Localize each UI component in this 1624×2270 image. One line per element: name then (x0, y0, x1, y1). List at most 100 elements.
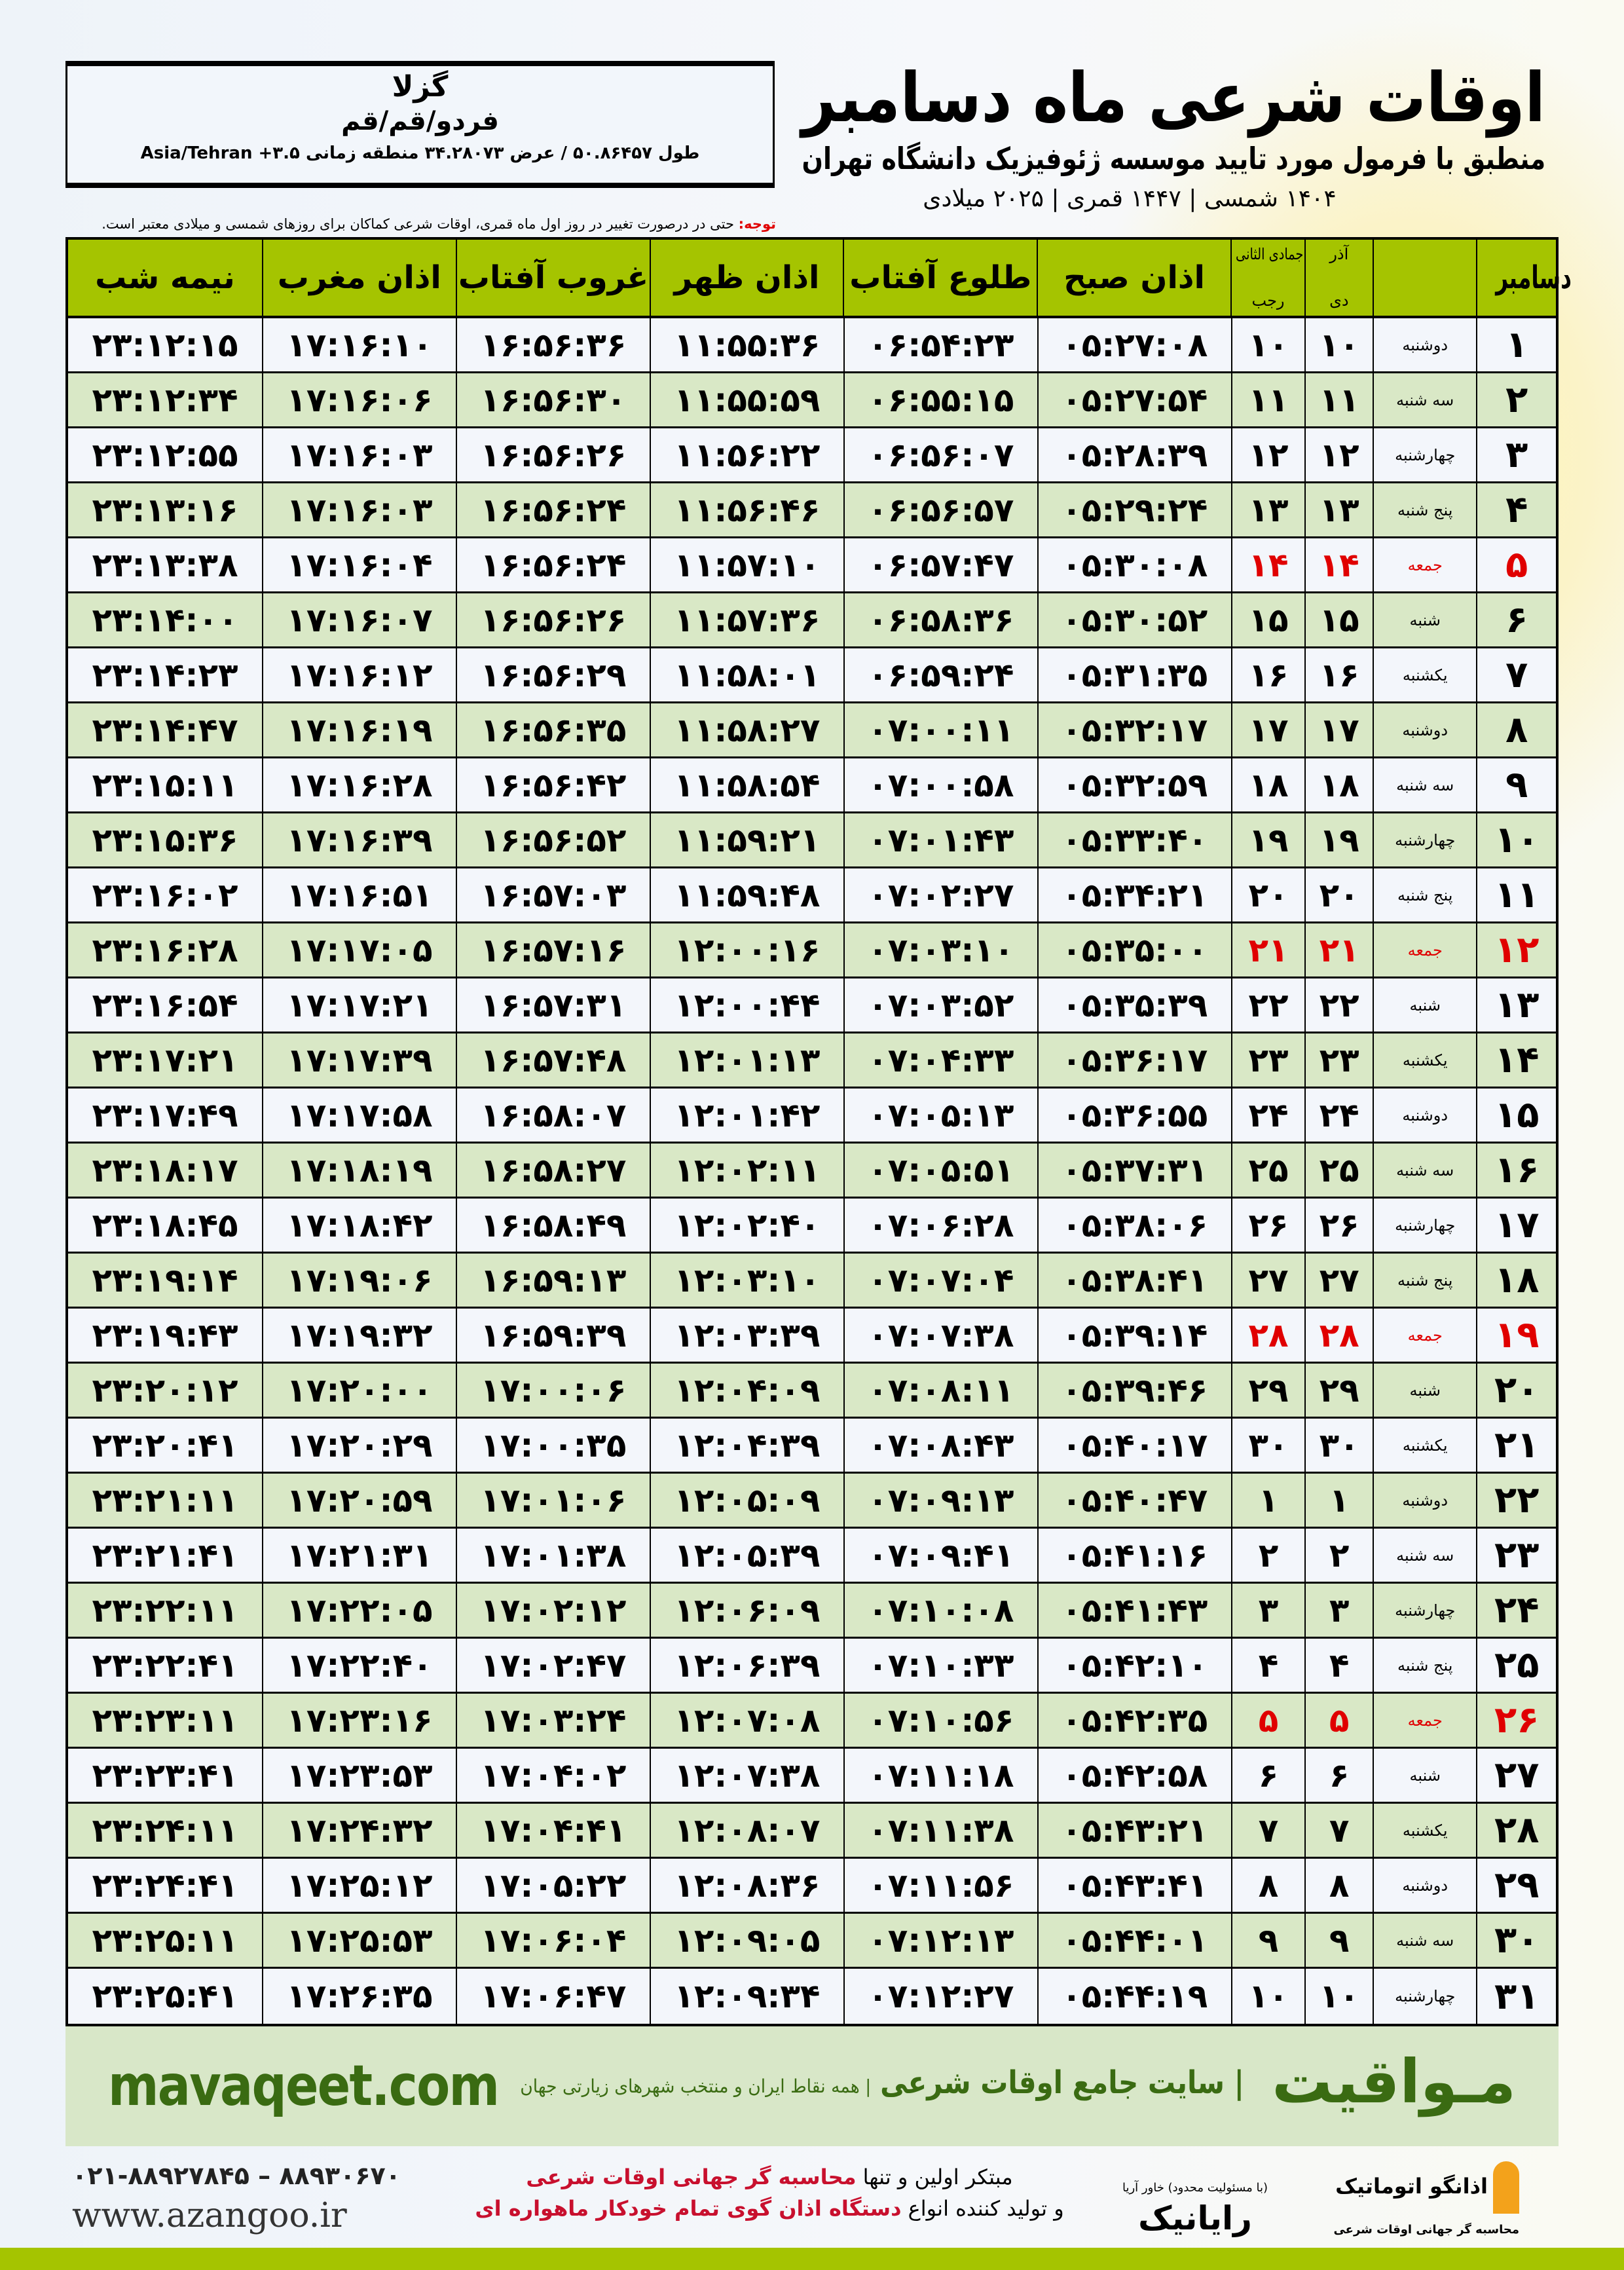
sunrise-time: ۰۷:۰۹:۴۱ (843, 1529, 1037, 1582)
dhuhr-time: ۱۲:۰۲:۱۱ (649, 1144, 843, 1197)
weekday: پنج شنبه (1372, 483, 1476, 536)
weekday: دوشنبه (1372, 318, 1476, 371)
lunar-day: ۱۲ (1230, 428, 1305, 481)
solar-day: ۲۳ (1304, 1033, 1373, 1087)
sunrise-time: ۰۷:۰۸:۱۱ (843, 1364, 1037, 1417)
solar-day: ۱۵ (1304, 593, 1373, 646)
fajr-time: ۰۵:۴۴:۱۹ (1037, 1969, 1231, 2024)
mavaqeet-link[interactable]: mavaqeet.com (108, 2053, 500, 2119)
day-number: ۲۵ (1476, 1639, 1556, 1692)
table-row: ۲۱ یکشنبه ۳۰ ۳۰ ۰۵:۴۰:۱۷ ۰۷:۰۸:۴۳ ۱۲:۰۴:۳۹ ۱۷:۰… (68, 1419, 1556, 1474)
weekday: سه شنبه (1372, 1144, 1476, 1197)
day-number: ۱۰ (1476, 813, 1556, 866)
table-row: ۱۲ جمعه ۲۱ ۲۱ ۰۵:۳۵:۰۰ ۰۷:۰۳:۱۰ ۱۲:۰۰:۱۶ ۱۶:۵۷:… (68, 923, 1556, 978)
lunar-day: ۱۶ (1230, 648, 1305, 701)
sunrise-time: ۰۷:۰۸:۴۳ (843, 1419, 1037, 1472)
fajr-time: ۰۵:۳۸:۰۶ (1037, 1199, 1231, 1252)
weekday: جمعه (1372, 923, 1476, 977)
bottom-bar (0, 2248, 1624, 2270)
maghrib-time: ۱۷:۱۸:۱۹ (261, 1144, 456, 1197)
lunar-day: ۵ (1230, 1694, 1305, 1747)
midnight-time: ۲۳:۲۲:۴۱ (92, 1646, 238, 1684)
midnight-time: ۲۳:۱۴:۲۳ (92, 656, 238, 694)
day-number: ۱۵ (1476, 1088, 1556, 1142)
fajr-time: ۰۵:۲۷:۰۸ (1037, 318, 1231, 371)
midnight-time: ۲۳:۲۳:۴۱ (92, 1756, 238, 1795)
sunset-time: ۱۷:۰۲:۴۷ (455, 1639, 650, 1692)
maghrib-time: ۱۷:۲۳:۵۳ (261, 1749, 456, 1802)
lunar-day: ۲۰ (1230, 868, 1305, 921)
fajr-time: ۰۵:۲۸:۳۹ (1037, 428, 1231, 481)
header-sunset: غروب آفتاب (458, 259, 649, 296)
midnight-time: ۲۳:۲۴:۴۱ (92, 1866, 238, 1905)
solar-day: ۳ (1304, 1584, 1373, 1637)
weekday: دوشنبه (1372, 1088, 1476, 1142)
sunrise-time: ۰۶:۵۶:۰۷ (843, 428, 1037, 481)
solar-day: ۵ (1304, 1694, 1373, 1747)
header-maghrib: اذان مغرب (277, 259, 441, 296)
sunset-time: ۱۶:۵۷:۱۶ (455, 923, 650, 977)
page-title: اوقات شرعی ماه دسامبر (802, 58, 1545, 138)
lunar-day: ۸ (1230, 1859, 1305, 1912)
midnight-time: ۲۳:۱۸:۱۷ (92, 1151, 238, 1189)
maghrib-time: ۱۷:۲۶:۳۵ (261, 1969, 456, 2024)
lunar-day: ۱۳ (1230, 483, 1305, 536)
weekday: شنبه (1372, 1364, 1476, 1417)
weekday: سه شنبه (1372, 1529, 1476, 1582)
sunset-time: ۱۷:۰۰:۰۶ (455, 1364, 650, 1417)
table-row: ۳۱ چهارشنبه ۱۰ ۱۰ ۰۵:۴۴:۱۹ ۰۷:۱۲:۲۷ ۱۲:۰۹:۳۴ ۱۷… (68, 1969, 1556, 2024)
dhuhr-time: ۱۱:۵۸:۵۴ (649, 758, 843, 811)
day-number: ۷ (1476, 648, 1556, 701)
day-number: ۲ (1476, 373, 1556, 426)
solar-day: ۲۴ (1304, 1088, 1373, 1142)
weekday: چهارشنبه (1372, 428, 1476, 481)
table-row: ۲۶ جمعه ۵ ۵ ۰۵:۴۲:۳۵ ۰۷:۱۰:۵۶ ۱۲:۰۷:۰۸ ۱۷:۰۳:۲۴… (68, 1694, 1556, 1749)
slogan-line-2-highlight: دستگاه اذان گوی تمام خودکار ماهواره ای (475, 2196, 902, 2221)
sunrise-time: ۰۷:۱۰:۳۳ (843, 1639, 1037, 1692)
sunrise-time: ۰۷:۰۰:۱۱ (843, 703, 1037, 756)
midnight-time: ۲۳:۲۰:۴۱ (92, 1426, 238, 1464)
dhuhr-time: ۱۲:۰۱:۴۲ (649, 1088, 843, 1142)
table-row: ۶ شنبه ۱۵ ۱۵ ۰۵:۳۰:۵۲ ۰۶:۵۸:۳۶ ۱۱:۵۷:۳۶ ۱۶:۵۶:۲… (68, 593, 1556, 648)
midnight-time: ۲۳:۱۶:۰۲ (92, 876, 238, 914)
day-number: ۲۳ (1476, 1529, 1556, 1582)
dhuhr-time: ۱۲:۰۵:۰۹ (649, 1474, 843, 1527)
weekday: یکشنبه (1372, 1033, 1476, 1087)
maghrib-time: ۱۷:۲۳:۱۶ (261, 1694, 456, 1747)
solar-day: ۲۵ (1304, 1144, 1373, 1197)
sunrise-time: ۰۷:۰۴:۳۳ (843, 1033, 1037, 1087)
sunset-time: ۱۶:۵۶:۲۹ (455, 648, 650, 701)
solar-day: ۱۳ (1304, 483, 1373, 536)
lunar-day: ۷ (1230, 1804, 1305, 1857)
lunar-day: ۱۰ (1230, 318, 1305, 371)
weekday: سه شنبه (1372, 373, 1476, 426)
dhuhr-time: ۱۲:۰۶:۳۹ (649, 1639, 843, 1692)
day-number: ۴ (1476, 483, 1556, 536)
weekday: پنج شنبه (1372, 1254, 1476, 1307)
table-row: ۱۵ دوشنبه ۲۴ ۲۴ ۰۵:۳۶:۵۵ ۰۷:۰۵:۱۳ ۱۲:۰۱:۴۲ ۱۶:۵… (68, 1088, 1556, 1144)
lunar-day: ۲۸ (1230, 1309, 1305, 1362)
solar-day: ۶ (1304, 1749, 1373, 1802)
day-number: ۱۲ (1476, 923, 1556, 977)
day-number: ۵ (1476, 538, 1556, 591)
header-solar: آذر دی (1304, 240, 1373, 316)
day-number: ۶ (1476, 593, 1556, 646)
fajr-time: ۰۵:۳۶:۱۷ (1037, 1033, 1231, 1087)
dhuhr-time: ۱۲:۰۴:۰۹ (649, 1364, 843, 1417)
sunset-time: ۱۶:۵۶:۲۴ (455, 538, 650, 591)
fajr-time: ۰۵:۳۸:۴۱ (1037, 1254, 1231, 1307)
solar-day: ۱۴ (1304, 538, 1373, 591)
day-number: ۲۰ (1476, 1364, 1556, 1417)
day-number: ۱۶ (1476, 1144, 1556, 1197)
sunset-time: ۱۷:۰۱:۰۶ (455, 1474, 650, 1527)
solar-day: ۲۱ (1304, 923, 1373, 977)
dhuhr-time: ۱۲:۰۸:۳۶ (649, 1859, 843, 1912)
azangoo-link[interactable]: www.azangoo.ir (72, 2196, 347, 2235)
sunrise-time: ۰۷:۰۵:۱۳ (843, 1088, 1037, 1142)
fajr-time: ۰۵:۳۵:۰۰ (1037, 923, 1231, 977)
table-row: ۳۰ سه شنبه ۹ ۹ ۰۵:۴۴:۰۱ ۰۷:۱۲:۱۳ ۱۲:۰۹:۰۵ ۱۷:۰۶… (68, 1914, 1556, 1969)
lunar-day: ۱۵ (1230, 593, 1305, 646)
slogan-line-2: و تولید کننده انواع (901, 2196, 1064, 2221)
day-number: ۸ (1476, 703, 1556, 756)
sunrise-time: ۰۷:۱۰:۰۸ (843, 1584, 1037, 1637)
